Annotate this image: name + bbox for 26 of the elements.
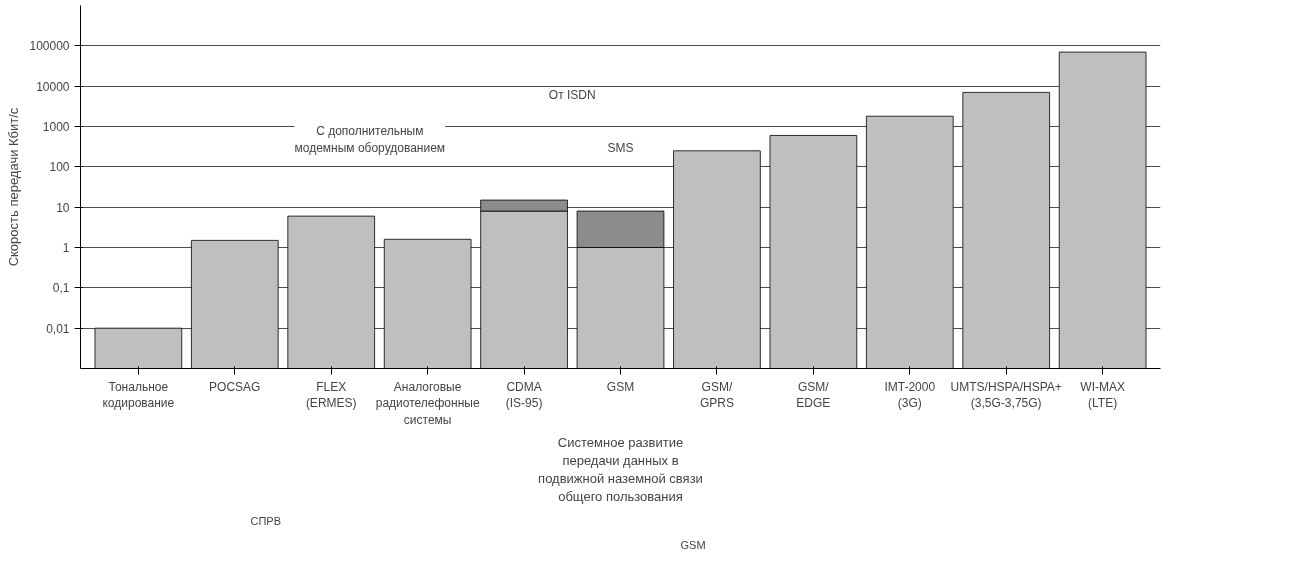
x-tick-label: CDMA (IS-95) [505,379,543,411]
annotation: SMS [607,140,634,155]
y-tick-label: 0,01 [46,321,70,336]
x-tick-label: Аналоговые радиотелефонные системы [375,379,480,428]
annotation: С дополнительным модемным оборудованием [294,123,446,155]
y-tick-label: 100 [49,160,70,175]
x-tick-label: IMT-2000 (3G) [884,379,936,411]
annotation: От ISDN [548,88,596,103]
x-tick-label: GSM/ EDGE [796,379,831,411]
y-tick-label: 1 [62,241,70,255]
y-tick-label: 0,1 [52,281,70,296]
x-tick-label: POCSAG [209,379,261,394]
y-tick-label: 100000 [29,39,70,54]
x-tick-label: FLEX (ERMES) [305,379,357,411]
y-tick-label: 10000 [36,79,70,94]
y-axis-title: Скорость передачи Кбит/с [6,107,22,267]
x-axis-title: Системное развитие передачи данных в подвижной наземной связи общего пользования [538,435,703,505]
y-tick-label: 10 [56,200,70,215]
x-tick-label: GSM/ GPRS [699,379,734,411]
x-tick-label: UMTS/HSPA/HSPA+ (3,5G-3,75G) [950,379,1062,411]
y-tick-label: 1000 [42,120,70,134]
text: GSM [680,538,706,551]
x-tick-label: WI-MAX (LTE) [1080,379,1125,411]
x-tick-label: Тональное кодирование [102,379,175,411]
x-tick-label: GSM [606,379,635,394]
text: СПРВ [250,514,282,527]
